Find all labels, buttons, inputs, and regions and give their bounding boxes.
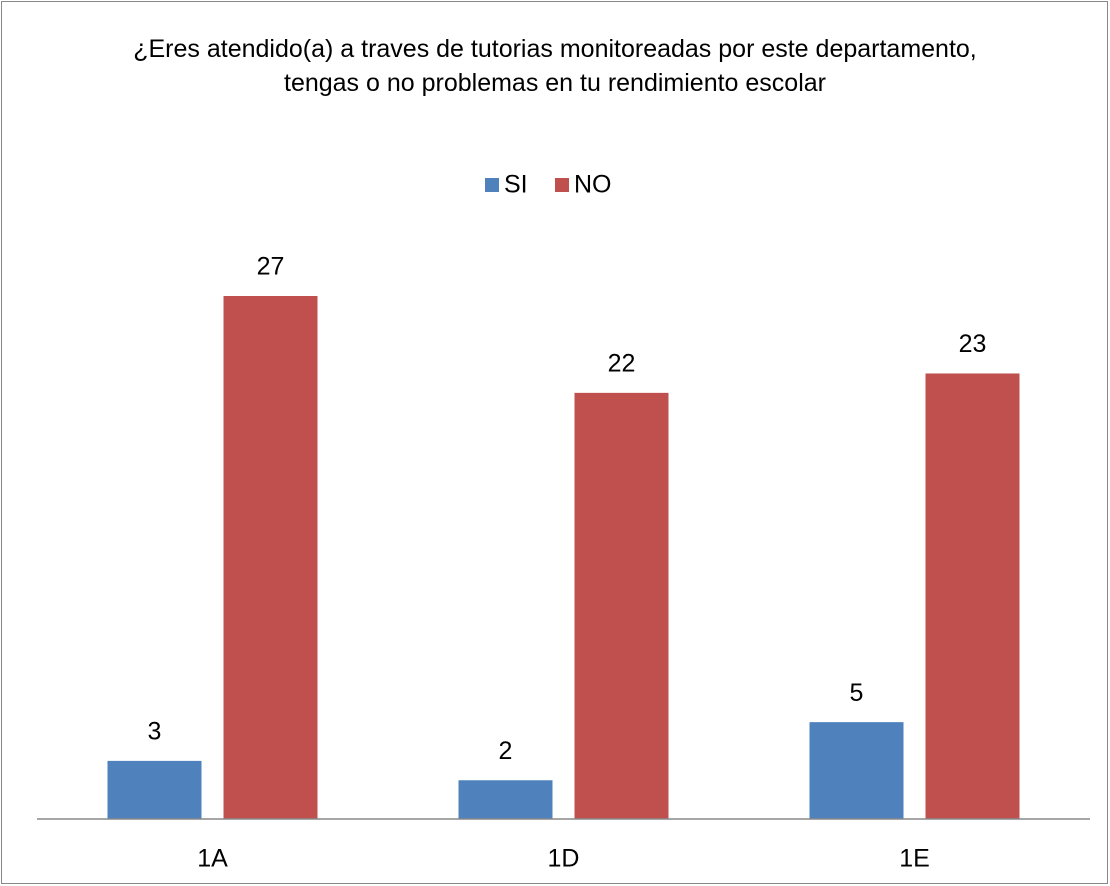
- data-label: 2: [499, 737, 513, 765]
- legend-swatch: [485, 178, 499, 192]
- bar: [809, 722, 904, 819]
- data-label: 23: [959, 330, 987, 358]
- data-label: 3: [148, 717, 162, 745]
- x-tick-label: 1D: [548, 845, 580, 873]
- bar: [458, 780, 553, 819]
- bar: [107, 760, 202, 819]
- data-label: 5: [850, 679, 864, 707]
- legend-swatch: [555, 178, 569, 192]
- bar: [925, 373, 1020, 819]
- bar: [574, 392, 669, 819]
- data-label: 27: [257, 253, 285, 281]
- x-tick-label: 1E: [899, 845, 930, 873]
- data-label: 22: [608, 349, 636, 377]
- legend-label: NO: [574, 171, 612, 199]
- legend-label: SI: [504, 171, 528, 199]
- x-tick-label: 1A: [197, 845, 228, 873]
- bar: [223, 296, 318, 819]
- chart-title: ¿Eres atendido(a) a traves de tutorias m…: [133, 35, 977, 97]
